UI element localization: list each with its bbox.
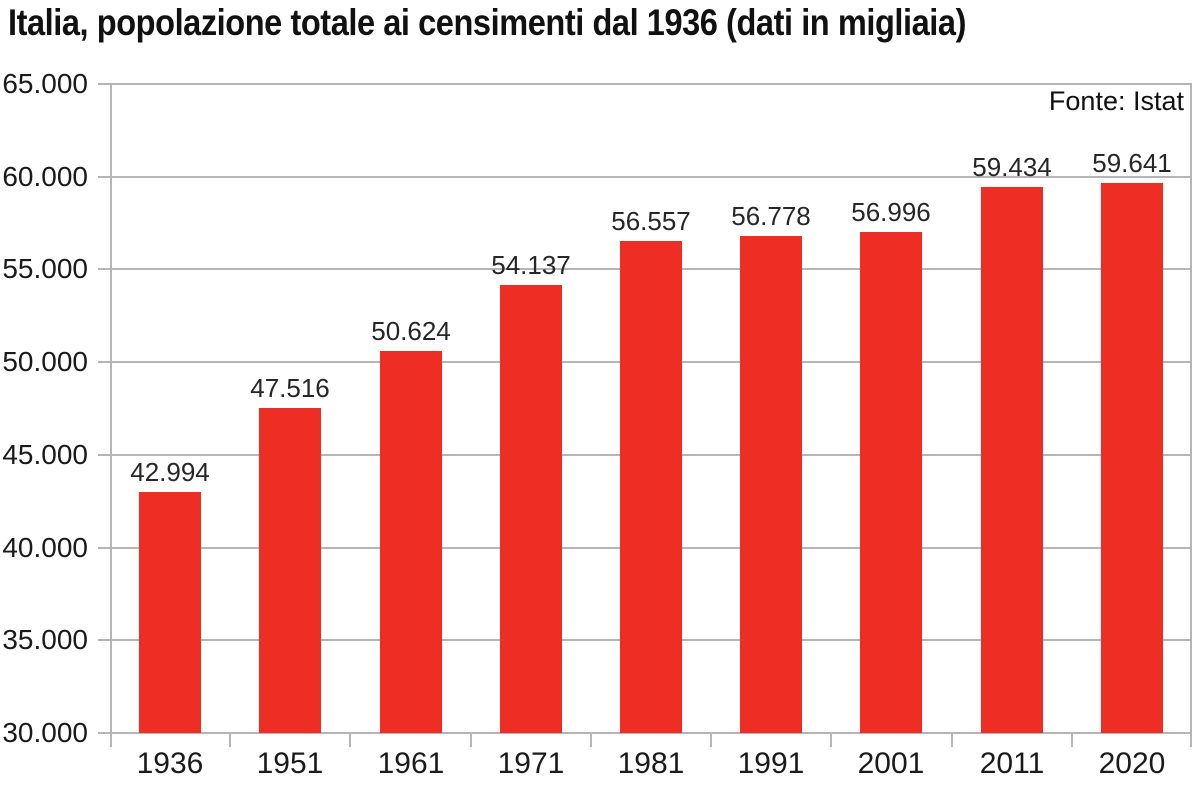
x-axis-boundary-tick xyxy=(229,733,231,747)
x-tick-label: 2020 xyxy=(1098,747,1166,780)
y-tick-label: 35.000 xyxy=(2,624,88,655)
bar-value-label: 47.516 xyxy=(250,373,330,403)
x-tick-label: 1981 xyxy=(617,747,685,780)
y-tick-label: 50.000 xyxy=(2,346,88,377)
bar-value-label: 50.624 xyxy=(371,316,451,346)
bar-value-label: 56.996 xyxy=(851,197,931,227)
gridline xyxy=(98,176,1192,178)
bar-value-label: 54.137 xyxy=(491,250,571,280)
y-tick-label: 45.000 xyxy=(2,439,88,470)
bar-2011 xyxy=(981,187,1043,733)
y-tick-label: 30.000 xyxy=(2,717,88,748)
x-axis-boundary-tick xyxy=(951,733,953,747)
bar-1936 xyxy=(139,492,201,733)
x-axis-boundary-tick xyxy=(830,733,832,747)
plot-right-border xyxy=(1190,84,1192,747)
source-label: Fonte: Istat xyxy=(1048,86,1184,116)
bar-1981 xyxy=(620,241,682,733)
bar-2020 xyxy=(1101,183,1163,733)
bar-value-label: 56.778 xyxy=(731,201,811,231)
x-axis-boundary-tick xyxy=(1071,733,1073,747)
x-tick-label: 1951 xyxy=(256,747,324,780)
plot-area: Fonte: Istat 42.994 47.516 50.624 54.137 56.… xyxy=(98,83,1192,747)
x-axis-boundary-tick xyxy=(470,733,472,747)
x-axis-boundary-tick xyxy=(349,733,351,747)
y-tick-label: 55.000 xyxy=(2,253,88,284)
bar-2001 xyxy=(860,232,922,733)
y-tick-label: 65.000 xyxy=(2,68,88,99)
bar-1971 xyxy=(500,285,562,733)
y-axis-line xyxy=(110,84,112,747)
x-tick-label: 2001 xyxy=(857,747,925,780)
bar-value-label: 56.557 xyxy=(611,206,691,236)
bar-value-label: 42.994 xyxy=(130,457,210,487)
x-tick-label: 2011 xyxy=(979,747,1045,780)
bar-1951 xyxy=(259,408,321,733)
chart-title: Italia, popolazione totale ai censimenti… xyxy=(8,2,966,43)
x-tick-label: 1961 xyxy=(377,747,445,780)
x-tick-label: 1971 xyxy=(497,747,565,780)
y-tick-label: 60.000 xyxy=(2,161,88,192)
bar-1961 xyxy=(380,351,442,733)
bar-value-label: 59.641 xyxy=(1092,148,1172,178)
gridline xyxy=(98,732,1192,734)
y-tick-label: 40.000 xyxy=(2,532,88,563)
bar-1991 xyxy=(740,236,802,733)
x-axis-boundary-tick xyxy=(710,733,712,747)
x-axis-boundary-tick xyxy=(590,733,592,747)
x-tick-label: 1991 xyxy=(737,747,805,780)
bar-value-label: 59.434 xyxy=(972,152,1052,182)
gridline xyxy=(98,83,1192,85)
x-tick-label: 1936 xyxy=(136,747,204,780)
